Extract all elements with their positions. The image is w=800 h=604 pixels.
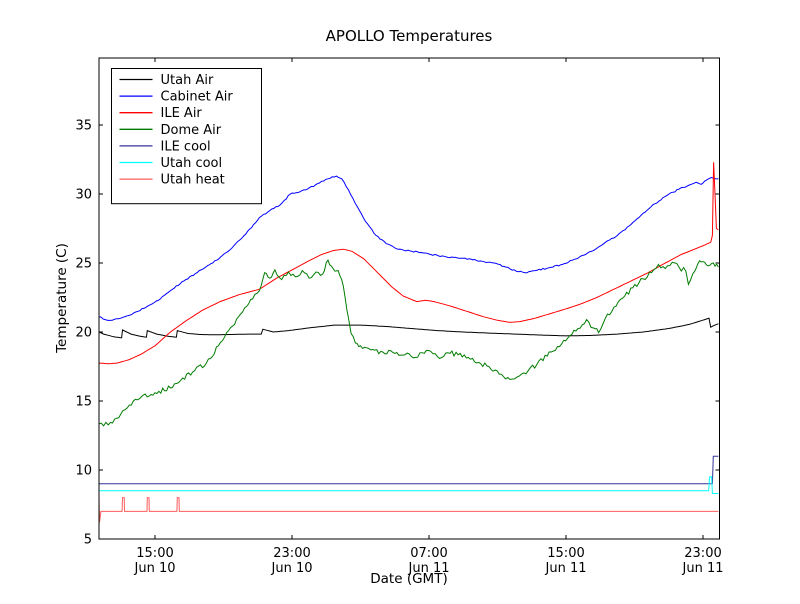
series-line-utah-cool [99, 476, 719, 494]
plot-area-border [98, 57, 720, 540]
legend-box [111, 68, 262, 205]
series-line-ile-air [99, 162, 719, 365]
x-tick-label: Jun 11 [682, 561, 724, 576]
y-tick-label: 15 [75, 395, 92, 410]
legend-label-dome-air: Dome Air [161, 123, 222, 138]
x-tick-label: 15:00 [136, 546, 173, 561]
y-tick-label: 30 [75, 188, 92, 203]
x-tick-label: Jun 10 [271, 561, 313, 576]
series-group [99, 162, 719, 523]
x-tick-label: Jun 11 [545, 561, 587, 576]
series-line-utah-heat [99, 497, 719, 523]
y-axis-label: Temperature (C) [54, 243, 70, 354]
y-tick-label: 10 [75, 464, 92, 479]
legend-label-cabinet-air: Cabinet Air [161, 90, 234, 105]
legend-label-ile-air: ILE Air [161, 106, 203, 121]
y-tick-label: 20 [75, 326, 92, 341]
legend-label-utah-cool: Utah cool [161, 156, 223, 171]
legend-label-utah-heat: Utah heat [161, 173, 225, 188]
y-tick-label: 25 [75, 257, 92, 272]
x-tick-label: 23:00 [684, 546, 721, 561]
legend-label-utah-air: Utah Air [161, 73, 214, 88]
x-tick-label: 15:00 [547, 546, 584, 561]
x-tick-label: Jun 11 [408, 561, 450, 576]
x-tick-label: 23:00 [273, 546, 310, 561]
chart-title: APOLLO Temperatures [326, 27, 493, 45]
x-tick-label: Jun 10 [134, 561, 176, 576]
x-tick-label: 07:00 [410, 546, 447, 561]
series-line-cabinet-air [99, 175, 719, 321]
series-line-ile-cool [99, 455, 719, 485]
y-tick-label: 5 [84, 533, 92, 548]
legend-label-ile-cool: ILE cool [161, 139, 211, 154]
x-axis-label: Date (GMT) [370, 571, 447, 587]
series-line-utah-air [99, 317, 719, 339]
y-tick-label: 35 [75, 119, 92, 134]
series-line-dome-air [99, 259, 719, 427]
